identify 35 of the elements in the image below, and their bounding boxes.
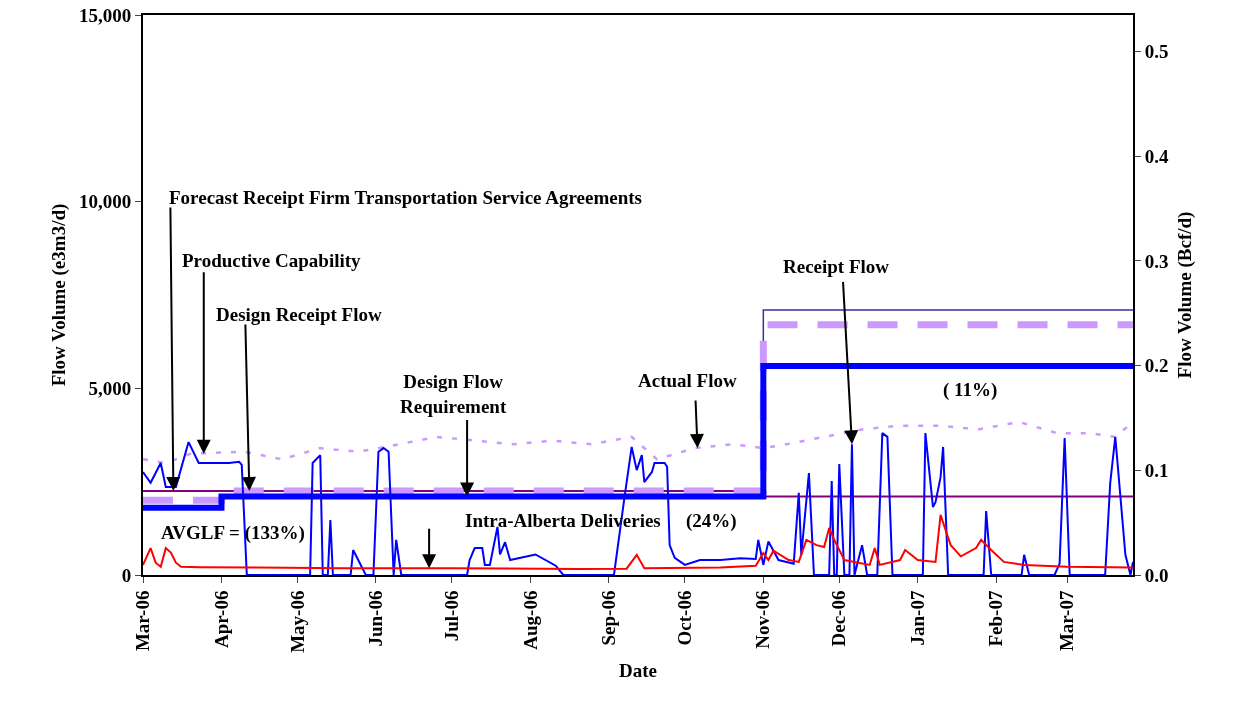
annotation: ( 11%) (943, 379, 998, 401)
annotation: Forecast Receipt Firm Transportation Service Agreements (169, 187, 642, 208)
x-tick-label: Jan-07 (906, 590, 928, 646)
y2-tick-label: 0.0 (1144, 564, 1169, 586)
y-axis-title: Flow Volume (e3m3/d) (48, 203, 71, 387)
x-tick-label: Mar-07 (1056, 590, 1078, 652)
y-tick-label: 5,000 (88, 377, 132, 399)
y2-axis-title: Flow Volume (Bcf/d) (1174, 211, 1197, 379)
line-series (143, 513, 1133, 571)
annotation: Design Receipt Flow (216, 304, 382, 325)
x-tick-label: May-06 (286, 590, 308, 653)
x-tick-label: Jun-06 (365, 590, 387, 647)
y-tick-label: 0 (121, 564, 132, 586)
x-tick-label: Aug-06 (519, 590, 541, 650)
annotation: (24%) (686, 510, 737, 532)
annotation: Productive Capability (182, 250, 362, 271)
x-tick-label: Mar-06 (132, 590, 154, 652)
y2-tick-label: 0.4 (1144, 145, 1170, 167)
y-tick-label: 15,000 (78, 4, 132, 26)
x-tick-label: Dec-06 (828, 590, 850, 647)
y2-tick-label: 0.2 (1144, 355, 1169, 377)
y2-tick-label: 0.3 (1144, 250, 1169, 272)
y2-tick-label: 0.5 (1144, 41, 1169, 63)
x-tick-label: Jul-06 (441, 590, 463, 642)
x-axis-title: Date (619, 660, 657, 682)
annotation: Design Flow Requirement (400, 371, 507, 417)
x-tick-label: Sep-06 (598, 590, 620, 646)
x-tick-label: Oct-06 (674, 590, 696, 646)
annotation: Receipt Flow (783, 256, 890, 277)
y2-tick-label: 0.1 (1144, 459, 1169, 481)
annotation: Actual Flow (638, 370, 737, 391)
x-tick-label: Nov-06 (752, 590, 774, 649)
x-tick-label: Apr-06 (210, 590, 232, 648)
y-tick-label: 10,000 (78, 191, 132, 213)
x-tick-label: Feb-07 (985, 590, 1007, 647)
